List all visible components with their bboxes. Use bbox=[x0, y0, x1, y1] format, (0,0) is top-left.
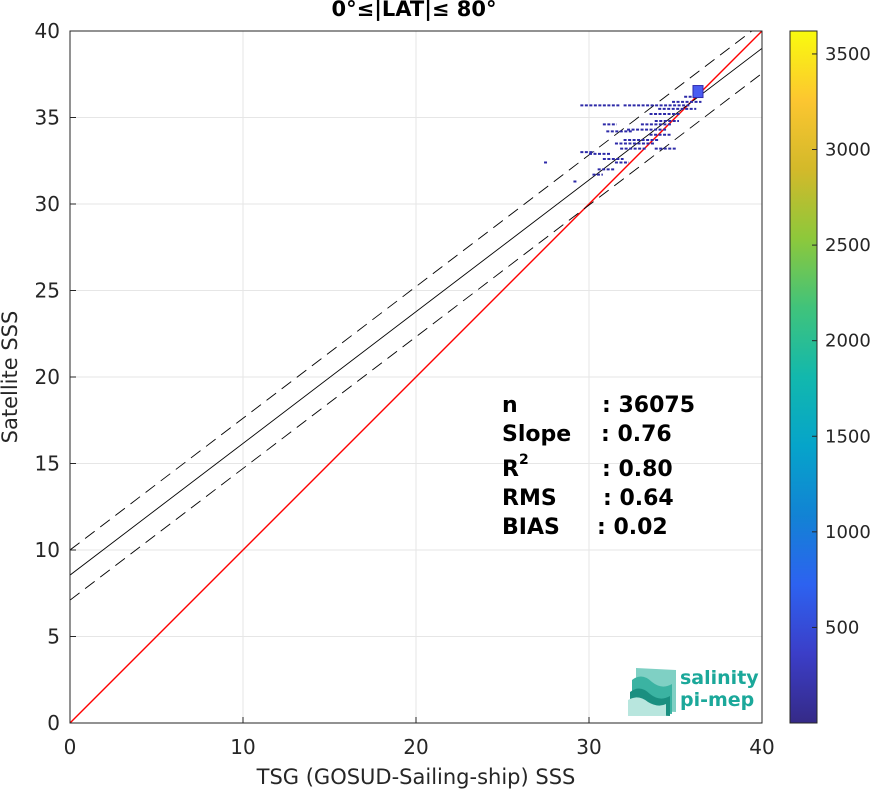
stat-r2-superscript: 2 bbox=[519, 452, 529, 468]
x-tick-label: 20 bbox=[403, 735, 428, 759]
y-tick-label: 25 bbox=[35, 279, 60, 303]
y-axis-label: Satellite SSS bbox=[0, 311, 22, 444]
upper-bound-line bbox=[70, 31, 753, 551]
stat-bias-label: BIAS bbox=[502, 515, 560, 540]
y-tick-label: 35 bbox=[35, 106, 60, 130]
fit-lines bbox=[70, 31, 762, 723]
identity-line bbox=[70, 31, 762, 723]
colorbar-tick-label: 1000 bbox=[825, 522, 871, 543]
y-tick-label: 0 bbox=[47, 711, 60, 735]
stat-slope-value: : 0.76 bbox=[601, 422, 672, 447]
statistics-box: n : 36075 Slope : 0.76 R2 : 0.80 RMS : 0… bbox=[502, 393, 695, 540]
logo-line2: pi-mep bbox=[680, 689, 754, 711]
colorbar-tick-label: 3000 bbox=[825, 140, 871, 161]
regression-line bbox=[70, 47, 762, 576]
x-tick-label: 0 bbox=[64, 735, 77, 759]
y-tick-label: 20 bbox=[35, 365, 60, 389]
x-axis: 0 10 20 30 40 bbox=[64, 717, 775, 759]
stat-r2-value: : 0.80 bbox=[602, 457, 673, 482]
colorbar-ticks: 500 1000 1500 2000 2500 3000 3500 bbox=[812, 44, 871, 638]
colorbar-tick-label: 2000 bbox=[825, 331, 871, 352]
y-tick-label: 40 bbox=[35, 19, 60, 43]
logo-line1: salinity bbox=[680, 667, 759, 689]
chart-title: 0°≤|LAT|≤ 80° bbox=[331, 0, 496, 22]
lower-bound-line bbox=[70, 73, 762, 601]
colorbar-tick-label: 3500 bbox=[825, 44, 871, 65]
y-tick-label: 15 bbox=[35, 452, 60, 476]
x-tick-label: 30 bbox=[576, 735, 601, 759]
x-tick-label: 40 bbox=[749, 735, 774, 759]
stat-r2-base: R bbox=[502, 457, 519, 482]
stat-rms-label: RMS bbox=[502, 486, 557, 511]
stat-n-label: n bbox=[502, 393, 518, 418]
colorbar bbox=[789, 30, 818, 724]
stat-n-value: : 36075 bbox=[602, 393, 695, 418]
y-axis: 0 5 10 15 20 25 30 35 40 bbox=[35, 19, 76, 735]
colorbar-tick-label: 500 bbox=[825, 617, 859, 638]
stat-bias-value: : 0.02 bbox=[597, 515, 668, 540]
y-tick-label: 30 bbox=[35, 192, 60, 216]
density-cluster bbox=[692, 85, 704, 99]
stat-rms-value: : 0.64 bbox=[603, 486, 674, 511]
logo-waves-icon bbox=[628, 668, 676, 716]
x-axis-label: TSG (GOSUD-Sailing-ship) SSS bbox=[256, 765, 576, 789]
stat-slope-label: Slope bbox=[502, 422, 571, 447]
x-tick-label: 10 bbox=[230, 735, 255, 759]
stat-r2-label: R2 bbox=[502, 452, 529, 482]
y-tick-label: 5 bbox=[47, 625, 60, 649]
salinity-pi-mep-logo: salinity pi-mep bbox=[628, 667, 759, 716]
density-points bbox=[544, 85, 704, 183]
colorbar-tick-label: 2500 bbox=[825, 235, 871, 256]
y-tick-label: 10 bbox=[35, 538, 60, 562]
colorbar-tick-label: 1500 bbox=[825, 426, 871, 447]
